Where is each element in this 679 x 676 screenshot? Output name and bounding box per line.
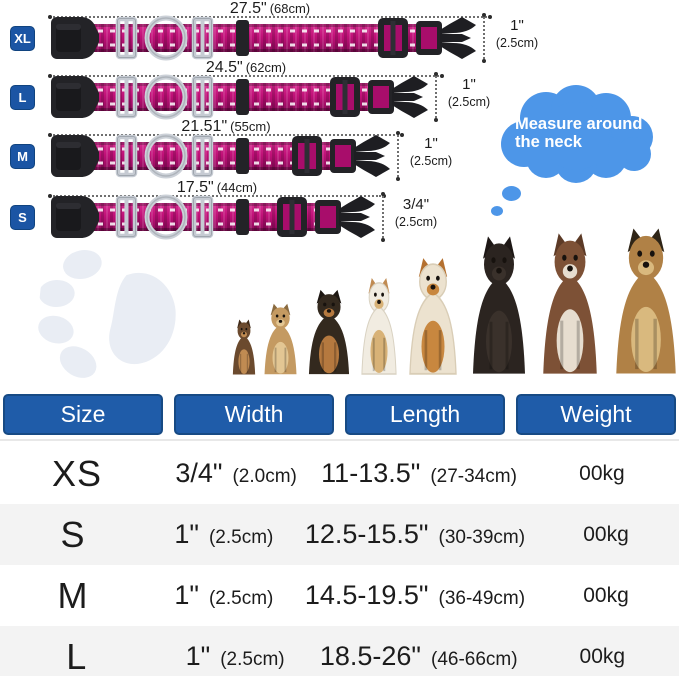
- width-measure-line: [482, 13, 486, 63]
- bubble-dot: [491, 206, 503, 216]
- dog-black-dog: [464, 235, 534, 380]
- bubble-dot: [502, 186, 521, 201]
- length-unit: (44cm): [216, 180, 258, 195]
- length-value: 12.5-15.5" (30-39cm): [304, 519, 526, 549]
- width-value: 1" (2.5cm): [185, 641, 285, 671]
- table-row-xs: XS 3/4" (2.0cm) 11-13.5" (27-34cm) 00kg: [0, 443, 679, 504]
- width-unit: (2.5cm): [495, 35, 539, 50]
- dog-jack-russell: [356, 277, 402, 380]
- size-value: M: [57, 574, 89, 616]
- width-note: 1" (2.5cm): [403, 135, 459, 169]
- length-value: 27.5": [229, 0, 267, 17]
- width-measure-line: [381, 192, 385, 242]
- header-size: Size: [3, 394, 163, 435]
- dog-cocker-spaniel: [402, 257, 464, 380]
- length-value: 24.5": [205, 59, 243, 76]
- size-value: S: [60, 513, 86, 555]
- length-label: 27.5" (68cm): [53, 0, 487, 18]
- width-value: 1": [424, 135, 438, 152]
- thought-bubble: Measure around the neck: [488, 84, 666, 186]
- dog-chihuahua: [229, 319, 259, 380]
- length-unit: (68cm): [269, 1, 311, 16]
- size-value: L: [66, 635, 88, 676]
- dog-size-lineup: [229, 228, 679, 380]
- length-measure-line: [48, 15, 492, 19]
- width-measure-line: [396, 131, 400, 181]
- width-unit: (2.5cm): [409, 153, 453, 168]
- length-value: 17.5": [176, 179, 214, 196]
- length-label: 21.51" (55cm): [53, 118, 399, 136]
- width-value: 3/4" (2.0cm): [175, 458, 297, 488]
- bubble-text: Measure around the neck: [515, 115, 643, 152]
- width-value: 3/4": [402, 196, 430, 213]
- width-measure-line: [434, 72, 438, 122]
- dog-pitbull: [534, 232, 606, 380]
- collar-illustration-xl: [48, 14, 478, 62]
- width-value: 1": [510, 17, 524, 34]
- length-value: 21.51": [181, 118, 228, 135]
- weight-value: 00kg: [583, 522, 629, 546]
- dog-german-shepherd: [606, 227, 679, 380]
- header-width: Width: [174, 394, 334, 435]
- size-badge-xl: XL: [10, 26, 35, 51]
- width-unit: (2.5cm): [394, 214, 438, 229]
- length-value: 18.5-26" (46-66cm): [319, 641, 518, 671]
- collar-illustration-l: [48, 73, 430, 121]
- size-value: XS: [52, 452, 103, 494]
- length-measure-line: [48, 194, 386, 198]
- table-divider: [0, 439, 679, 441]
- length-value: 14.5-19.5" (36-49cm): [304, 580, 526, 610]
- dog-shepherd-puppy: [302, 289, 356, 380]
- length-measure-line: [48, 133, 404, 137]
- size-badge-m: M: [10, 144, 35, 169]
- width-note: 1" (2.5cm): [441, 76, 497, 110]
- width-value: 1" (2.5cm): [174, 519, 274, 549]
- length-unit: (55cm): [230, 119, 271, 134]
- width-note: 3/4" (2.5cm): [388, 196, 444, 230]
- width-value: 1" (2.5cm): [174, 580, 274, 610]
- weight-value: 00kg: [579, 461, 625, 485]
- weight-value: 00kg: [583, 583, 629, 607]
- table-header: Size Width Length Weight: [0, 394, 679, 435]
- paw-print-watermark: [38, 249, 176, 378]
- weight-value: 00kg: [579, 644, 626, 668]
- table-row-s: S 1" (2.5cm) 12.5-15.5" (30-39cm) 00kg: [0, 504, 679, 565]
- length-unit: (62cm): [245, 60, 287, 75]
- width-unit: (2.5cm): [447, 94, 491, 109]
- header-weight: Weight: [516, 394, 676, 435]
- size-badge-l: L: [10, 85, 35, 110]
- header-length: Length: [345, 394, 505, 435]
- length-value: 11-13.5" (27-34cm): [321, 458, 517, 488]
- width-value: 1": [462, 76, 476, 93]
- collar-illustration-s: [48, 193, 377, 241]
- length-label: 24.5" (62cm): [53, 59, 439, 77]
- length-label: 17.5" (44cm): [53, 179, 381, 197]
- table-row-l: L 1" (2.5cm) 18.5-26" (46-66cm) 00kg: [0, 626, 679, 676]
- length-measure-line: [48, 74, 444, 78]
- cloud-shape: [501, 85, 653, 183]
- collar-illustration-m: [48, 132, 392, 180]
- width-note: 1" (2.5cm): [489, 17, 545, 51]
- table-row-m: M 1" (2.5cm) 14.5-19.5" (36-49cm) 00kg: [0, 565, 679, 626]
- size-badge-s: S: [10, 205, 35, 230]
- dog-yorkshire-terrier: [259, 303, 302, 380]
